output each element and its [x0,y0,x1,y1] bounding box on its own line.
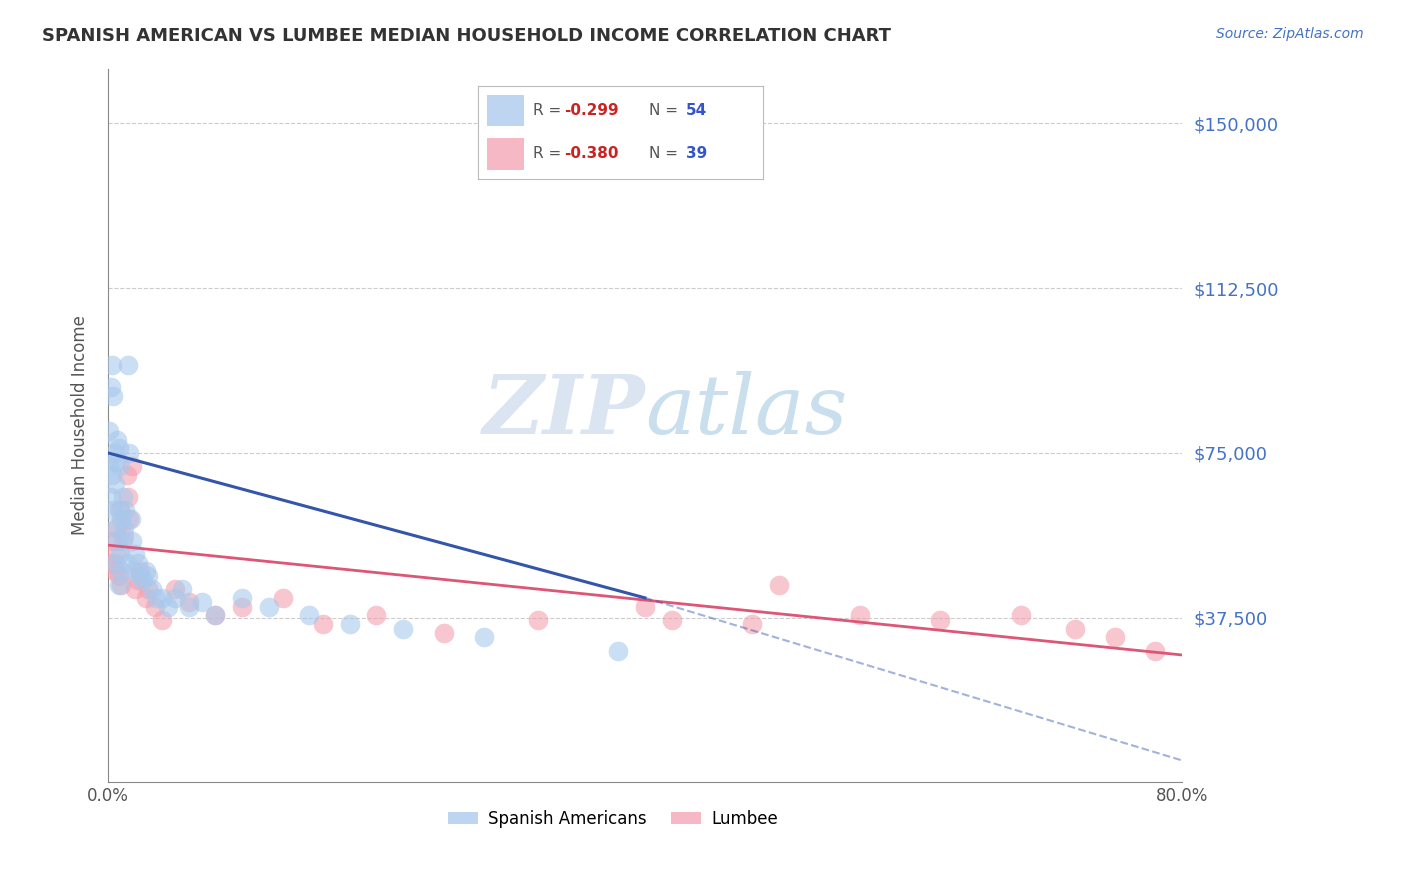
Point [1063,622,1085,636]
Point [339,617,361,632]
Point [124,582,146,596]
Point [115,467,138,482]
Point [135,591,157,605]
Point [136,582,159,596]
Point [129,565,152,579]
Point [107,442,129,456]
Point [634,599,657,614]
Point [103,389,125,403]
Point [112,529,135,543]
Point [848,608,870,623]
Point [257,599,280,614]
Point [117,490,139,504]
Point [1104,631,1126,645]
Point [121,533,143,548]
Point [100,380,122,394]
Point [145,591,167,605]
Point [170,582,193,596]
Point [108,503,131,517]
Point [118,446,141,460]
Point [157,599,180,614]
Point [298,608,321,623]
Point [110,577,132,591]
Point [124,547,146,561]
Y-axis label: Median Household Income: Median Household Income [72,316,89,535]
Point [103,503,125,517]
Point [104,476,127,491]
Point [472,631,495,645]
Point [108,458,131,473]
Point [105,547,128,561]
Point [112,520,135,534]
Point [105,455,128,469]
Point [1010,608,1032,623]
Point [104,565,127,579]
Point [98,458,121,473]
Point [107,577,129,591]
Point [141,582,163,596]
Point [1144,643,1167,657]
Point [101,467,124,482]
Point [526,613,548,627]
Point [768,577,790,591]
Point [366,608,388,623]
Point [177,599,200,614]
Point [98,424,121,438]
Point [191,595,214,609]
Text: Source: ZipAtlas.com: Source: ZipAtlas.com [1216,27,1364,41]
Point [107,503,129,517]
Point [118,512,141,526]
Legend: Spanish Americans, Lumbee: Spanish Americans, Lumbee [441,804,785,835]
Point [929,613,952,627]
Point [100,490,122,504]
Point [122,565,145,579]
Point [121,458,143,473]
Point [101,358,124,372]
Point [136,569,159,583]
Point [110,512,132,526]
Point [111,533,134,548]
Point [105,556,128,570]
Point [127,574,149,588]
Point [132,574,155,588]
Point [231,591,253,605]
Text: SPANISH AMERICAN VS LUMBEE MEDIAN HOUSEHOLD INCOME CORRELATION CHART: SPANISH AMERICAN VS LUMBEE MEDIAN HOUSEH… [42,27,891,45]
Point [105,433,128,447]
Point [741,617,763,632]
Point [312,617,335,632]
Point [103,533,125,548]
Point [104,520,127,534]
Point [231,599,253,614]
Point [115,556,138,570]
Point [104,446,127,460]
Text: atlas: atlas [645,371,848,451]
Point [110,565,132,579]
Point [150,591,173,605]
Point [108,547,131,561]
Point [129,569,152,583]
Point [204,608,226,623]
Point [392,622,415,636]
Point [432,626,454,640]
Point [105,520,128,534]
Point [204,608,226,623]
Text: ZIP: ZIP [482,371,645,451]
Point [165,582,187,596]
Point [607,643,630,657]
Point [117,358,139,372]
Point [107,569,129,583]
Point [135,565,157,579]
Point [165,591,187,605]
Point [271,591,294,605]
Point [150,613,173,627]
Point [101,556,124,570]
Point [111,490,134,504]
Point [114,503,136,517]
Point [143,599,166,614]
Point [127,556,149,570]
Point [105,533,128,548]
Point [661,613,683,627]
Point [120,512,142,526]
Point [177,595,200,609]
